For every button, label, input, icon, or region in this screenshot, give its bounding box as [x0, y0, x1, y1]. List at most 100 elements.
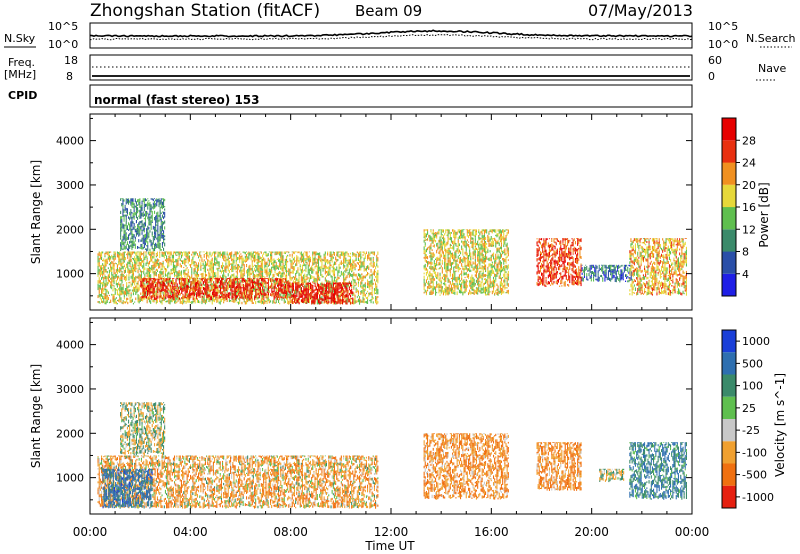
echo-cell [151, 198, 153, 200]
echo-cell [307, 296, 309, 299]
echo-cell [304, 284, 306, 289]
echo-cell [335, 282, 337, 285]
echo-cell [342, 294, 344, 298]
echo-cell [314, 251, 316, 254]
echo-cell [134, 263, 136, 267]
echo-cell [214, 251, 216, 254]
echo-cell [296, 299, 298, 303]
echo-cell [268, 277, 270, 281]
echo-cell [116, 291, 118, 296]
echo-cell [255, 288, 257, 292]
echo-cell [277, 292, 279, 296]
echo-cell [121, 276, 123, 280]
echo-cell [121, 253, 123, 255]
echo-cell [222, 269, 224, 272]
echo-cell [141, 232, 143, 235]
echo-cell [360, 274, 362, 279]
echo-cell [336, 278, 338, 281]
echo-cell [280, 283, 282, 285]
echo-cell [124, 291, 126, 295]
echo-cell [186, 295, 188, 297]
echo-cell [121, 292, 123, 295]
echo-cell [330, 257, 332, 261]
echo-cell [153, 294, 155, 297]
echo-cell [203, 293, 205, 297]
echo-cell [275, 287, 277, 291]
echo-cell [430, 290, 432, 294]
echo-cell [135, 214, 137, 219]
echo-cell [107, 252, 109, 255]
echo-cell [175, 292, 177, 295]
echo-cell [220, 270, 222, 274]
echo-cell [163, 266, 165, 270]
echo-cell [252, 270, 254, 273]
echo-cell [167, 279, 169, 283]
echo-cell [139, 269, 141, 273]
echo-cell [233, 276, 235, 279]
echo-cell [331, 298, 333, 302]
echo-cell [129, 289, 131, 292]
echo-cell [243, 289, 245, 292]
echo-cell [208, 288, 210, 291]
echo-cell [110, 258, 112, 261]
echo-cell [239, 278, 241, 281]
echo-cell [423, 236, 425, 239]
echo-cell [343, 289, 345, 292]
echo-cell [199, 253, 201, 256]
echo-cell [295, 283, 297, 286]
echo-cell [142, 228, 144, 232]
echo-cell [159, 300, 161, 303]
echo-cell [191, 278, 193, 279]
echo-cell [165, 288, 167, 291]
echo-cell [163, 256, 165, 259]
echo-cell [423, 229, 425, 232]
echo-cell [121, 272, 123, 276]
echo-cell [262, 272, 264, 275]
echo-cell [281, 251, 283, 256]
echo-cell [200, 286, 202, 289]
echo-cell [120, 237, 122, 240]
echo-cell [146, 238, 148, 241]
echo-cell [132, 251, 134, 254]
echo-cell [275, 280, 277, 283]
echo-cell [132, 214, 134, 219]
echo-cell [197, 280, 199, 285]
echo-cell [122, 211, 124, 215]
echo-cell [264, 278, 266, 279]
echo-cell [118, 283, 120, 286]
echo-cell [309, 288, 311, 291]
echo-cell [120, 242, 122, 244]
echo-cell [140, 258, 142, 260]
echo-cell [429, 245, 431, 248]
echo-cell [186, 284, 188, 288]
echo-cell [377, 257, 379, 261]
echo-cell [282, 278, 284, 283]
echo-cell [133, 241, 135, 245]
echo-cell [353, 298, 355, 302]
echo-cell [238, 252, 240, 255]
echo-cell [266, 291, 268, 294]
echo-cell [228, 257, 230, 259]
echo-cell [372, 252, 374, 255]
echo-cell [220, 265, 222, 269]
echo-cell [423, 291, 425, 294]
echo-cell [198, 291, 200, 294]
echo-cell [235, 286, 237, 289]
echo-cell [335, 261, 337, 265]
echo-cell [233, 301, 235, 303]
echo-cell [178, 274, 180, 276]
echo-cell [241, 266, 243, 269]
echo-cell [159, 243, 161, 245]
echo-cell [260, 302, 262, 305]
echo-cell [128, 270, 130, 274]
echo-cell [308, 259, 310, 263]
echo-cell [126, 274, 128, 277]
echo-cell [113, 279, 115, 281]
echo-cell [361, 273, 363, 276]
echo-cell [431, 279, 433, 281]
echo-cell [211, 283, 213, 285]
echo-cell [196, 285, 198, 289]
echo-cell [430, 267, 432, 271]
echo-cell [275, 287, 277, 289]
echo-cell [356, 251, 358, 254]
